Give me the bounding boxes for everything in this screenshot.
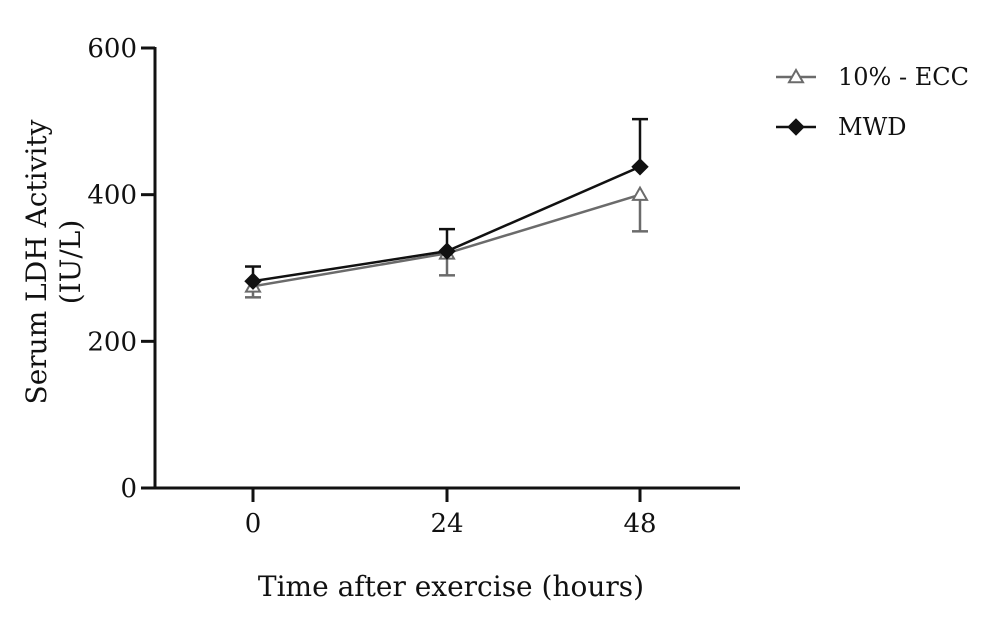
legend-item: 10% - ECC xyxy=(776,63,969,91)
series-mwd xyxy=(244,117,649,290)
x-tick-label: 24 xyxy=(430,509,463,539)
x-tick-label: 0 xyxy=(245,509,262,539)
y-tick-label: 0 xyxy=(120,474,137,504)
y-axis-title-line-1: Serum LDH Activity xyxy=(20,119,53,404)
x-tick-label: 48 xyxy=(623,509,656,539)
x-axis-title: Time after exercise (hours) xyxy=(258,570,644,603)
y-tick-label: 600 xyxy=(87,34,137,64)
data-point-marker xyxy=(438,242,456,260)
y-axis-title-line-2: (IU/L) xyxy=(54,220,87,305)
y-axis-title: Serum LDH Activity (IU/L) xyxy=(20,119,87,404)
data-point-marker xyxy=(244,272,262,290)
data-point-marker xyxy=(631,185,649,201)
legend-label: MWD xyxy=(838,113,906,141)
legend: 10% - ECC MWD xyxy=(776,63,969,141)
legend-marker-icon xyxy=(787,118,805,136)
legend-label: 10% - ECC xyxy=(838,63,969,91)
y-tick-label: 200 xyxy=(87,327,137,357)
plot-area: 0 200 400 600 0 24 48 xyxy=(87,34,740,539)
legend-marker-icon xyxy=(787,67,805,84)
series-layer xyxy=(244,117,649,299)
y-tick-label: 400 xyxy=(87,181,137,211)
x-axis-ticks: 0 24 48 xyxy=(245,488,657,539)
legend-item: MWD xyxy=(776,113,906,141)
y-axis-ticks: 0 200 400 600 xyxy=(87,34,155,504)
data-point-marker xyxy=(631,158,649,176)
